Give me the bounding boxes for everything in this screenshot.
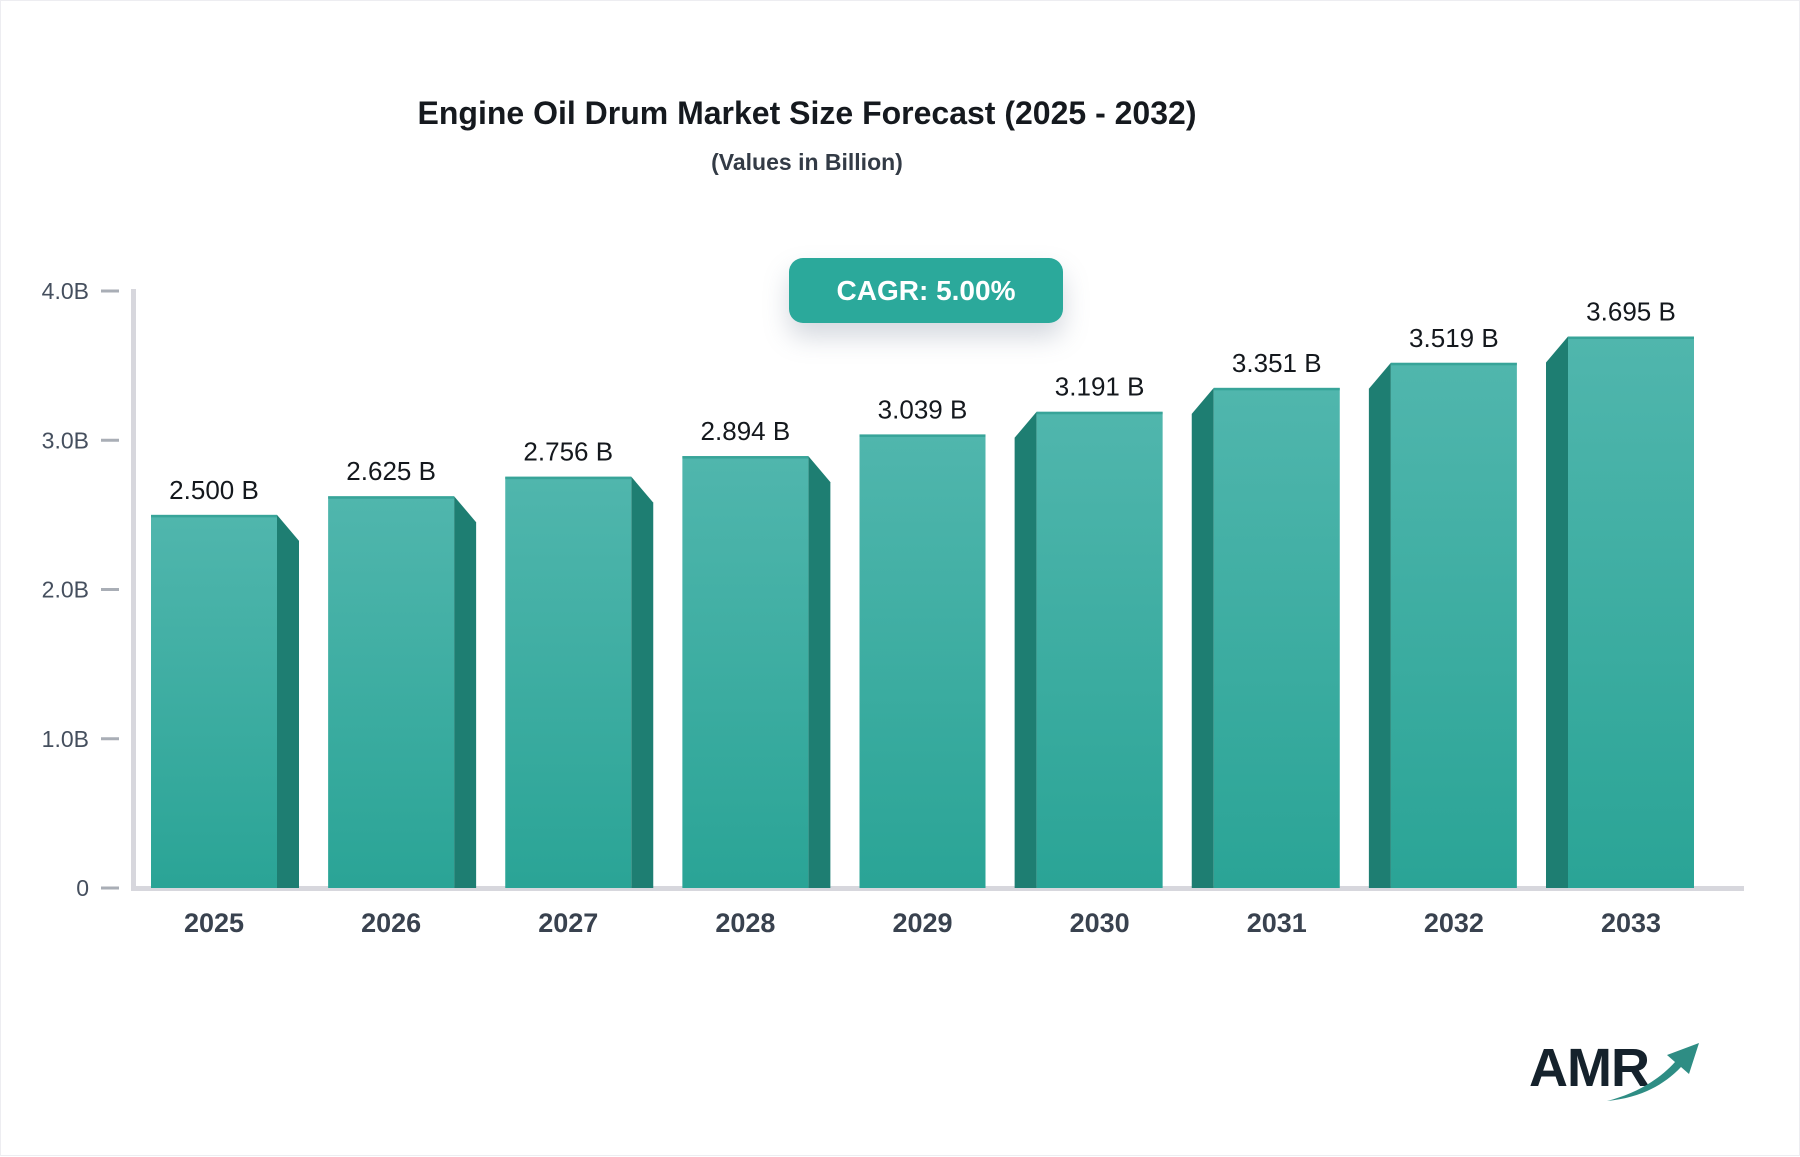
bar-top-edge-2026 xyxy=(328,496,455,499)
bar-side-2027 xyxy=(631,476,654,888)
bar-2026 xyxy=(328,496,455,888)
x-axis-label-2025: 2025 xyxy=(184,908,244,938)
x-axis-label-2028: 2028 xyxy=(715,908,775,938)
bar-side-2030 xyxy=(1014,411,1037,888)
y-tick-label: 3.0B xyxy=(42,427,89,453)
bar-value-label-2029: 3.039 B xyxy=(878,394,968,424)
bar-top-edge-2030 xyxy=(1036,411,1163,415)
bar-2027 xyxy=(505,476,632,888)
bar-2032 xyxy=(1390,362,1517,888)
y-tick-dash xyxy=(101,588,119,591)
x-axis-line xyxy=(131,886,1744,891)
bar-value-label-2025: 2.500 B xyxy=(169,475,259,505)
bar-side-2028 xyxy=(808,456,831,888)
bar-side-2032 xyxy=(1368,362,1391,888)
bar-top-edge-2027 xyxy=(505,476,632,480)
x-axis-label-2029: 2029 xyxy=(892,908,952,938)
bar-top-edge-2033 xyxy=(1568,336,1694,340)
x-axis-label-2032: 2032 xyxy=(1424,908,1484,938)
bar-2031 xyxy=(1213,387,1340,888)
x-axis-label-2027: 2027 xyxy=(538,908,598,938)
bar-top-edge-2028 xyxy=(682,456,809,459)
bar-top-edge-2031 xyxy=(1213,387,1340,391)
bar-top-edge-2025 xyxy=(151,514,277,518)
y-tick-dash xyxy=(101,438,119,442)
chart-title: Engine Oil Drum Market Size Forecast (20… xyxy=(417,95,1197,131)
chart-subtitle: (Values in Billion) xyxy=(711,149,903,175)
bar-value-label-2030: 3.191 B xyxy=(1055,372,1145,402)
bar-value-label-2027: 2.756 B xyxy=(523,437,613,467)
bar-side-2026 xyxy=(454,496,477,888)
y-axis-line xyxy=(131,289,136,890)
y-tick-dash xyxy=(101,737,119,741)
cagr-badge: CAGR: 5.00% xyxy=(789,258,1063,323)
bar-2025 xyxy=(151,514,277,888)
bar-side-2031 xyxy=(1191,387,1214,888)
cagr-badge-label: CAGR: 5.00% xyxy=(836,274,1016,306)
bar-2033 xyxy=(1568,336,1694,888)
x-axis-label-2030: 2030 xyxy=(1070,908,1130,938)
bar-2028 xyxy=(682,456,809,888)
x-axis-label-2031: 2031 xyxy=(1247,908,1307,938)
x-axis-label-2026: 2026 xyxy=(361,908,421,938)
bar-value-label-2026: 2.625 B xyxy=(346,456,436,486)
bar-top-edge-2029 xyxy=(859,434,986,437)
y-tick-dash xyxy=(101,289,119,293)
bar-value-label-2033: 3.695 B xyxy=(1586,297,1676,327)
bar-2030 xyxy=(1036,411,1163,888)
y-tick-label: 1.0B xyxy=(42,726,89,752)
bar-2029 xyxy=(859,434,986,888)
y-tick-dash xyxy=(101,886,119,890)
x-axis-label-2033: 2033 xyxy=(1601,908,1661,938)
amr-logo-text: AMR xyxy=(1529,1038,1650,1098)
y-tick-label: 2.0B xyxy=(42,577,89,603)
amr-logo: AMR xyxy=(1529,1037,1719,1117)
bar-value-label-2028: 2.894 B xyxy=(701,416,791,446)
y-tick-label: 4.0B xyxy=(42,278,89,304)
growth-arrow-icon xyxy=(1607,1043,1699,1101)
bar-value-label-2031: 3.351 B xyxy=(1232,348,1322,378)
bar-side-2033 xyxy=(1546,336,1568,888)
bar-top-edge-2032 xyxy=(1390,362,1517,366)
bar-value-label-2032: 3.519 B xyxy=(1409,323,1499,353)
y-tick-label: 0 xyxy=(76,875,89,901)
bar-side-2025 xyxy=(277,514,299,888)
